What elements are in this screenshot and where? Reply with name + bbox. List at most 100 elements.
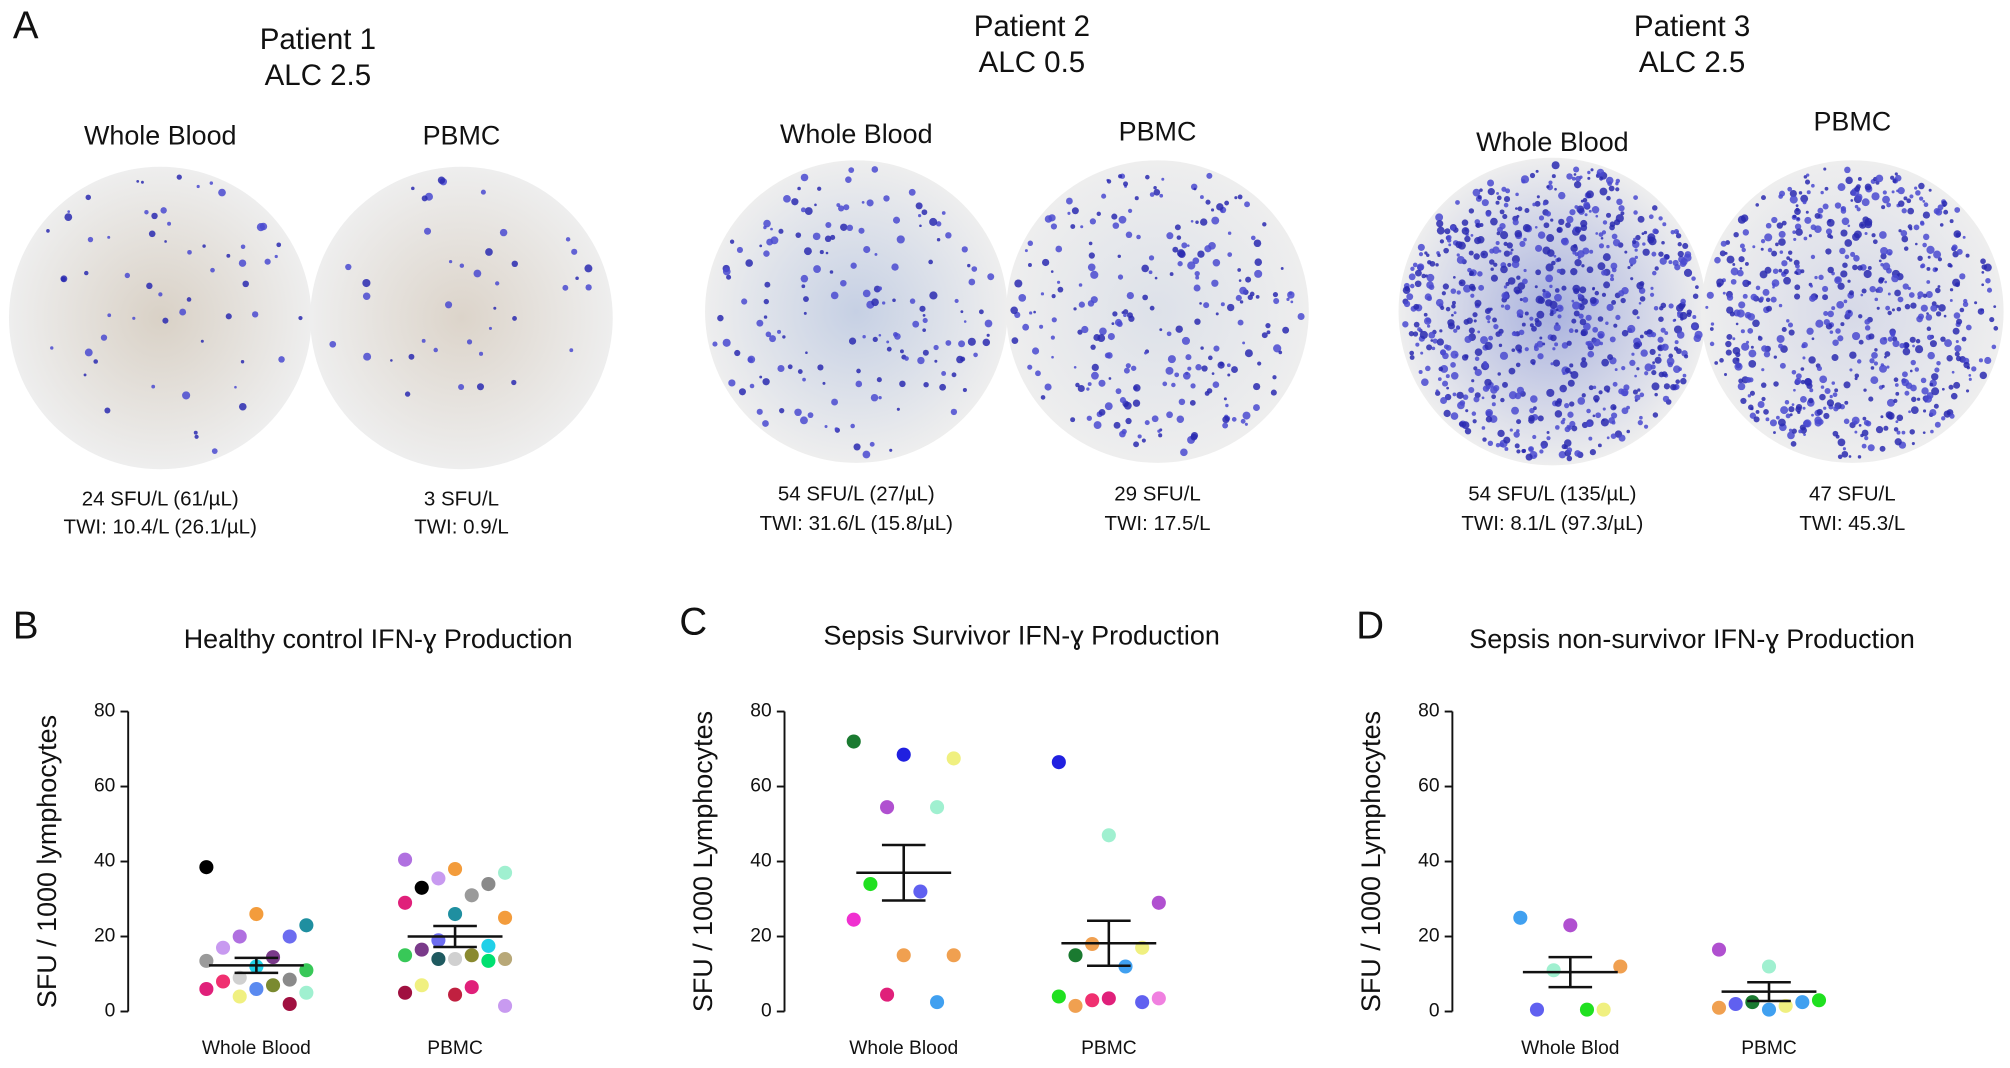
spot xyxy=(1637,215,1645,223)
spot xyxy=(1621,407,1629,415)
spot xyxy=(1892,179,1897,184)
spot xyxy=(1530,395,1538,403)
spot xyxy=(1549,300,1558,309)
spot xyxy=(1561,342,1569,349)
spot xyxy=(1506,242,1513,249)
spot xyxy=(1056,280,1061,284)
point xyxy=(481,876,496,892)
spot xyxy=(1804,179,1811,185)
spot xyxy=(1402,321,1409,328)
spot xyxy=(104,407,111,414)
spot xyxy=(1705,305,1709,309)
spot xyxy=(1738,301,1746,309)
spot xyxy=(511,379,517,386)
spot xyxy=(1761,345,1768,352)
spot xyxy=(1426,273,1435,282)
spot xyxy=(1954,207,1961,213)
spot xyxy=(1205,199,1211,205)
spot xyxy=(1265,323,1271,329)
spot xyxy=(1761,368,1765,372)
spot xyxy=(1610,277,1615,282)
spot xyxy=(1760,247,1764,251)
spot xyxy=(1596,168,1605,177)
spot xyxy=(1652,361,1656,365)
spot xyxy=(1974,301,1978,305)
spot xyxy=(1166,232,1174,240)
spot xyxy=(1660,327,1666,333)
spot xyxy=(1809,388,1814,393)
spot xyxy=(1464,335,1472,343)
spot xyxy=(1742,229,1750,236)
spot xyxy=(1901,430,1906,435)
spot xyxy=(1508,391,1517,400)
spot xyxy=(825,251,829,255)
spot xyxy=(444,301,453,309)
spot xyxy=(1984,356,1992,365)
spot xyxy=(264,258,271,265)
spot xyxy=(1740,397,1747,405)
spot xyxy=(1951,370,1955,374)
spot xyxy=(824,235,832,243)
spot xyxy=(1587,170,1591,175)
y-tick-label: 20 xyxy=(1418,926,1439,947)
spot xyxy=(1137,434,1142,439)
spot xyxy=(124,272,131,279)
spot xyxy=(421,195,428,202)
spot xyxy=(1142,294,1148,301)
spot xyxy=(1177,261,1183,267)
spot xyxy=(1896,306,1902,312)
spot xyxy=(1501,292,1509,300)
spot xyxy=(1472,312,1478,318)
spot xyxy=(1162,381,1168,387)
spot xyxy=(1864,220,1873,229)
spot xyxy=(1648,237,1657,246)
spot xyxy=(1872,239,1878,245)
spot xyxy=(1210,208,1215,212)
spot xyxy=(1245,276,1252,283)
spot xyxy=(1597,316,1604,322)
spot xyxy=(1176,235,1182,240)
spot xyxy=(1123,309,1129,315)
spot xyxy=(866,199,874,207)
spot xyxy=(1884,280,1887,284)
spot xyxy=(1529,407,1535,414)
spot xyxy=(1680,377,1687,385)
spot xyxy=(1802,200,1807,205)
spot xyxy=(1477,194,1482,200)
spot xyxy=(1848,455,1852,458)
spot xyxy=(1282,326,1290,334)
spot xyxy=(1887,310,1892,316)
spot xyxy=(1864,319,1871,325)
spot xyxy=(1573,181,1582,189)
spot xyxy=(1852,233,1860,241)
spot xyxy=(1862,416,1867,421)
spot xyxy=(1737,382,1746,391)
point xyxy=(265,978,281,993)
spot xyxy=(861,201,865,204)
spot xyxy=(1840,322,1845,327)
spot xyxy=(1949,298,1953,302)
spot xyxy=(1474,299,1482,307)
spot xyxy=(1886,412,1895,420)
spot xyxy=(1854,430,1858,434)
spot xyxy=(1499,333,1503,336)
spot xyxy=(1775,242,1779,247)
spot xyxy=(1904,303,1911,310)
point xyxy=(282,972,297,987)
spot xyxy=(1573,166,1580,173)
spot xyxy=(1810,224,1817,231)
y-tick-label: 20 xyxy=(94,926,115,947)
spot xyxy=(1250,235,1256,241)
spot xyxy=(1684,354,1689,359)
point xyxy=(464,888,479,903)
spot xyxy=(915,202,923,210)
well-label: PBMC xyxy=(1119,117,1197,147)
spot xyxy=(1598,390,1603,395)
point xyxy=(1811,993,1827,1008)
spot xyxy=(1749,390,1755,396)
spot xyxy=(1086,415,1092,421)
spot xyxy=(1847,279,1851,283)
spot xyxy=(1148,270,1153,275)
spot xyxy=(872,336,878,343)
spot xyxy=(511,260,518,268)
